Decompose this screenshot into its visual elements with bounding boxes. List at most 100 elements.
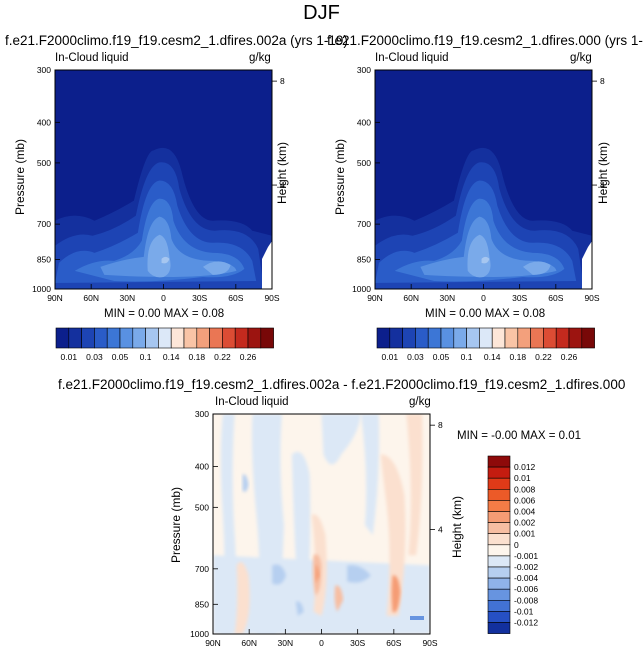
colorbar-1-label: 0.18: [189, 352, 206, 362]
panel2-plot: [374, 69, 593, 290]
colorbar-2-box: [555, 327, 570, 349]
panel2-ytick-label: 1000: [352, 284, 371, 294]
colorbar-2-box: [427, 327, 442, 349]
colorbar-2-box: [568, 327, 583, 349]
colorbar-1-box: [119, 327, 134, 349]
panel1-ytick-label: 850: [37, 254, 51, 264]
panel1-ytick-label: 1000: [32, 284, 51, 294]
diff-colorbar-box: [487, 555, 511, 568]
panel1-ytick-label: 700: [37, 219, 51, 229]
panel1-xtick-label: 30N: [120, 293, 136, 303]
panel3-y2tick-label: 4: [438, 525, 443, 535]
panel3-contour-10: [347, 565, 371, 583]
diff-colorbar-label: 0.004: [514, 507, 536, 517]
panel2-missing-data: [582, 241, 592, 289]
diff-colorbar-label: -0.004: [514, 573, 538, 583]
panel1-field-label: In-Cloud liquid: [55, 52, 129, 64]
colorbar-2-box: [530, 327, 544, 349]
colorbar-2-label: 0.18: [510, 352, 527, 362]
colorbar-1-box: [234, 327, 249, 349]
panel1-ytick-label: 500: [37, 158, 51, 168]
colorbar-2-box: [453, 327, 467, 349]
panel1-xtick-label: 30S: [192, 293, 207, 303]
colorbar-1-label: 0.22: [214, 352, 231, 362]
colorbar-1-box: [196, 327, 210, 349]
colorbar-1-box: [209, 327, 223, 349]
colorbar-2-box: [504, 327, 519, 349]
diff-colorbar-label: 0.01: [514, 473, 531, 483]
panel3-xtick-label: 60S: [386, 638, 401, 648]
panel3-xtick-label: 60N: [241, 638, 257, 648]
panel3-contour-18: [315, 565, 320, 584]
diff-colorbar-box: [487, 477, 511, 490]
colorbar-1-label: 0.14: [163, 352, 180, 362]
panel3-contour-13: [380, 454, 406, 616]
panel3-y2tick-label: 8: [438, 420, 443, 430]
panel3-ytick-label: 500: [195, 502, 209, 512]
panel1-y2tick-label: 8: [280, 76, 285, 86]
panel3-contour-min-spot: [410, 616, 424, 620]
panel1-xtick-label: 90S: [264, 293, 279, 303]
panel2-contour-5: [420, 216, 557, 277]
panel1-xtick-label: 60S: [228, 293, 243, 303]
panel2-y2tick-label: 4: [600, 180, 605, 190]
panel3-ytick-label: 850: [195, 599, 209, 609]
panel3-xtick-label: 90S: [422, 638, 437, 648]
colorbar-1-label: 0.05: [112, 352, 129, 362]
panel2-xtick-label: 90S: [584, 293, 599, 303]
panel2-xtick-label: 90N: [367, 293, 383, 303]
colorbar-2-box: [581, 327, 595, 349]
diff-colorbar-box: [487, 577, 511, 590]
colorbar-1-box: [170, 327, 185, 349]
diff-colorbar-label: 0.008: [514, 484, 536, 494]
panel2-xtick-label: 60S: [548, 293, 563, 303]
panel1-plot: [54, 69, 273, 290]
diff-colorbar-box: [487, 488, 511, 501]
panel3-stats: MIN = -0.00 MAX = 0.01: [457, 430, 582, 442]
panel1-contours: [55, 147, 272, 289]
diff-colorbar-box: [487, 522, 511, 534]
diff-colorbar-label: 0.002: [514, 518, 536, 528]
diff-colorbar-box: [487, 566, 511, 579]
panel2-contour-6: [467, 234, 491, 278]
panel3-xtick-label: 90N: [205, 638, 221, 648]
panel1-contour-8: [161, 256, 170, 264]
colorbar-1-box: [260, 327, 274, 349]
diff-colorbar-box: [487, 455, 511, 468]
colorbar-1-box: [145, 327, 159, 349]
panel1-units-label: g/kg: [249, 52, 271, 64]
panel2-ytick-label: 300: [357, 65, 371, 75]
panel2-xtick-label: 60N: [403, 293, 419, 303]
panel2-contour-8: [481, 256, 490, 264]
panel3-contour-8: [272, 564, 286, 585]
colorbar-2-box: [466, 327, 480, 349]
panel2-y2tick-label: 8: [600, 76, 605, 86]
panel1-missing-data: [262, 241, 272, 289]
colorbar-2-label: 0.01: [382, 352, 399, 362]
diff-colorbar-label: 0.012: [514, 462, 536, 472]
colorbar-2-label: 0.22: [535, 352, 552, 362]
figure-title: DJF: [303, 2, 340, 24]
diff-colorbar-box: [487, 544, 511, 557]
colorbar-2-label: 0.03: [407, 352, 424, 362]
colorbar-2-box: [479, 327, 493, 349]
panel3-contours: [213, 414, 430, 634]
diff-colorbar-label: -0.012: [514, 618, 538, 628]
colorbar-1-label: 0.1: [140, 352, 152, 362]
colorbar-1-box: [158, 327, 172, 349]
panel2-contour-7: [522, 261, 551, 275]
colorbar-2-label: 0.26: [561, 352, 578, 362]
panel3-contour-17: [391, 575, 401, 613]
diff-colorbar-box: [487, 500, 511, 512]
colorbar-2-box: [376, 327, 391, 349]
colorbar-1-box: [94, 327, 108, 349]
colorbar-1-box: [81, 327, 95, 349]
diff-colorbar-box: [487, 599, 511, 612]
colorbar-1-box: [132, 327, 146, 349]
colorbar-2-label: 0.1: [461, 352, 473, 362]
panel3-contour-7: [242, 474, 249, 492]
colorbar-2-box: [415, 327, 429, 349]
panel1-stats: MIN = 0.00 MAX = 0.08: [104, 308, 225, 320]
panel2-field-label: In-Cloud liquid: [375, 52, 449, 64]
